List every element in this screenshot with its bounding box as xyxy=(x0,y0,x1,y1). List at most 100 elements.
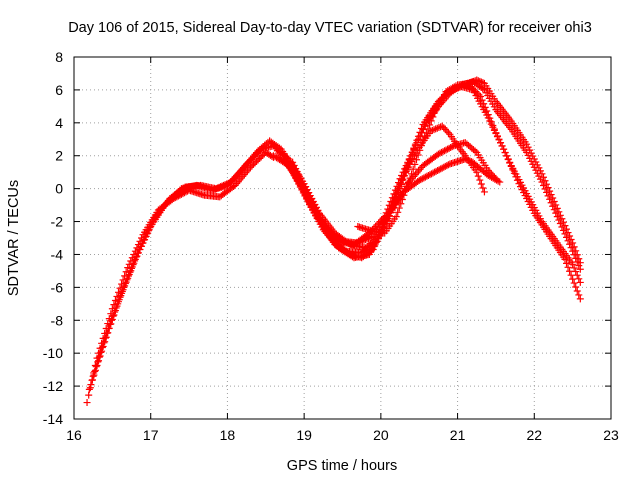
data-point-track-6 xyxy=(486,114,494,122)
data-point-track-8 xyxy=(465,79,473,87)
data-point-track-8 xyxy=(564,229,572,237)
data-point-track-3 xyxy=(98,344,106,352)
data-point-track-8 xyxy=(556,211,564,219)
data-point-track-3 xyxy=(137,242,145,250)
data-point-track-7 xyxy=(299,180,307,188)
data-point-track-8 xyxy=(427,117,435,125)
x-tick-label: 21 xyxy=(450,427,466,443)
data-point-track-6 xyxy=(298,184,306,192)
data-point-track-6 xyxy=(489,121,497,129)
data-point-track-5 xyxy=(570,279,578,287)
data-point-track-8 xyxy=(429,113,437,121)
data-point-track-7 xyxy=(559,226,567,234)
chart-title: Day 106 of 2015, Sidereal Day-to-day VTE… xyxy=(68,20,592,36)
data-point-track-2 xyxy=(440,163,448,171)
data-point-track-7 xyxy=(539,182,547,190)
data-point-track-8 xyxy=(533,161,541,169)
data-point-track-7 xyxy=(296,174,304,182)
data-point-track-2 xyxy=(444,161,452,169)
data-point-track-8 xyxy=(392,213,400,221)
data-point-track-7 xyxy=(292,165,300,173)
data-point-track-3 xyxy=(486,168,494,176)
data-point-track-3 xyxy=(134,249,142,257)
data-point-track-6 xyxy=(480,100,488,108)
data-point-track-6 xyxy=(384,212,392,220)
data-point-track-8 xyxy=(553,204,561,212)
data-point-track-3 xyxy=(95,353,103,361)
data-point-track-3 xyxy=(106,320,114,328)
data-point-track-7 xyxy=(416,132,424,140)
data-point-track-3 xyxy=(114,300,122,308)
data-point-track-1 xyxy=(124,264,132,272)
data-point-track-3 xyxy=(131,257,139,265)
data-point-track-8 xyxy=(559,218,567,226)
data-point-track-3 xyxy=(141,233,149,241)
data-point-track-2 xyxy=(108,315,116,323)
x-tick-label: 17 xyxy=(143,427,159,443)
data-point-track-7 xyxy=(405,155,413,163)
data-point-track-3 xyxy=(445,144,453,152)
x-tick-label: 19 xyxy=(296,427,312,443)
data-point-track-8 xyxy=(411,160,419,168)
data-point-track-8 xyxy=(567,235,575,243)
data-point-track-8 xyxy=(532,158,540,166)
data-point-track-8 xyxy=(426,121,434,129)
data-point-track-7 xyxy=(298,177,306,185)
data-point-track-6 xyxy=(501,148,509,156)
data-point-track-3 xyxy=(255,148,263,156)
data-point-track-6 xyxy=(493,132,501,140)
data-point-track-8 xyxy=(572,247,580,255)
x-tick-label: 20 xyxy=(373,427,389,443)
data-point-track-3 xyxy=(487,170,495,178)
plot-frame xyxy=(73,56,612,420)
data-point-track-4 xyxy=(480,188,488,196)
data-point-track-5 xyxy=(572,283,580,291)
data-point-track-8 xyxy=(408,170,416,178)
data-point-track-8 xyxy=(470,77,478,85)
data-point-track-7 xyxy=(307,195,315,203)
data-point-track-3 xyxy=(128,264,136,272)
data-point-track-8 xyxy=(440,91,448,99)
data-point-track-8 xyxy=(397,200,405,208)
data-point-track-7 xyxy=(550,206,558,214)
data-point-track-2 xyxy=(415,176,423,184)
data-point-track-4 xyxy=(437,123,445,131)
data-point-track-2 xyxy=(424,171,432,179)
data-point-track-3 xyxy=(413,169,421,177)
data-point-track-4 xyxy=(432,125,440,133)
data-point-track-3 xyxy=(223,180,231,188)
data-point-track-7 xyxy=(393,182,401,190)
data-point-track-7 xyxy=(402,162,410,170)
data-point-track-8 xyxy=(403,183,411,191)
data-point-track-8 xyxy=(473,76,481,84)
data-point-track-7 xyxy=(395,179,403,187)
data-point-track-6 xyxy=(302,193,310,201)
data-point-track-3 xyxy=(111,308,119,316)
data-point-track-3 xyxy=(489,171,497,179)
data-point-track-3 xyxy=(246,157,254,165)
data-point-track-6 xyxy=(500,145,508,153)
data-point-track-3 xyxy=(103,329,111,337)
data-point-track-2 xyxy=(102,333,110,341)
data-point-track-8 xyxy=(479,79,487,87)
data-point-track-8 xyxy=(467,79,475,87)
data-point-track-7 xyxy=(315,210,323,218)
data-point-track-7 xyxy=(399,168,407,176)
data-point-track-6 xyxy=(299,187,307,195)
data-point-track-6 xyxy=(569,260,577,268)
data-point-track-7 xyxy=(312,204,320,212)
data-point-track-2 xyxy=(417,176,425,184)
data-point-track-3 xyxy=(135,246,143,254)
data-point-track-1 xyxy=(85,391,93,399)
data-point-track-1 xyxy=(248,162,256,170)
data-point-track-2 xyxy=(437,165,445,173)
data-point-track-3 xyxy=(439,148,447,156)
data-point-track-8 xyxy=(530,155,538,163)
data-point-track-3 xyxy=(118,287,126,295)
data-point-track-2 xyxy=(435,166,443,174)
data-point-track-8 xyxy=(394,208,402,216)
data-point-track-8 xyxy=(398,195,406,203)
data-point-track-8 xyxy=(409,165,417,173)
data-point-track-6 xyxy=(576,278,584,286)
data-point-track-6 xyxy=(470,86,478,94)
